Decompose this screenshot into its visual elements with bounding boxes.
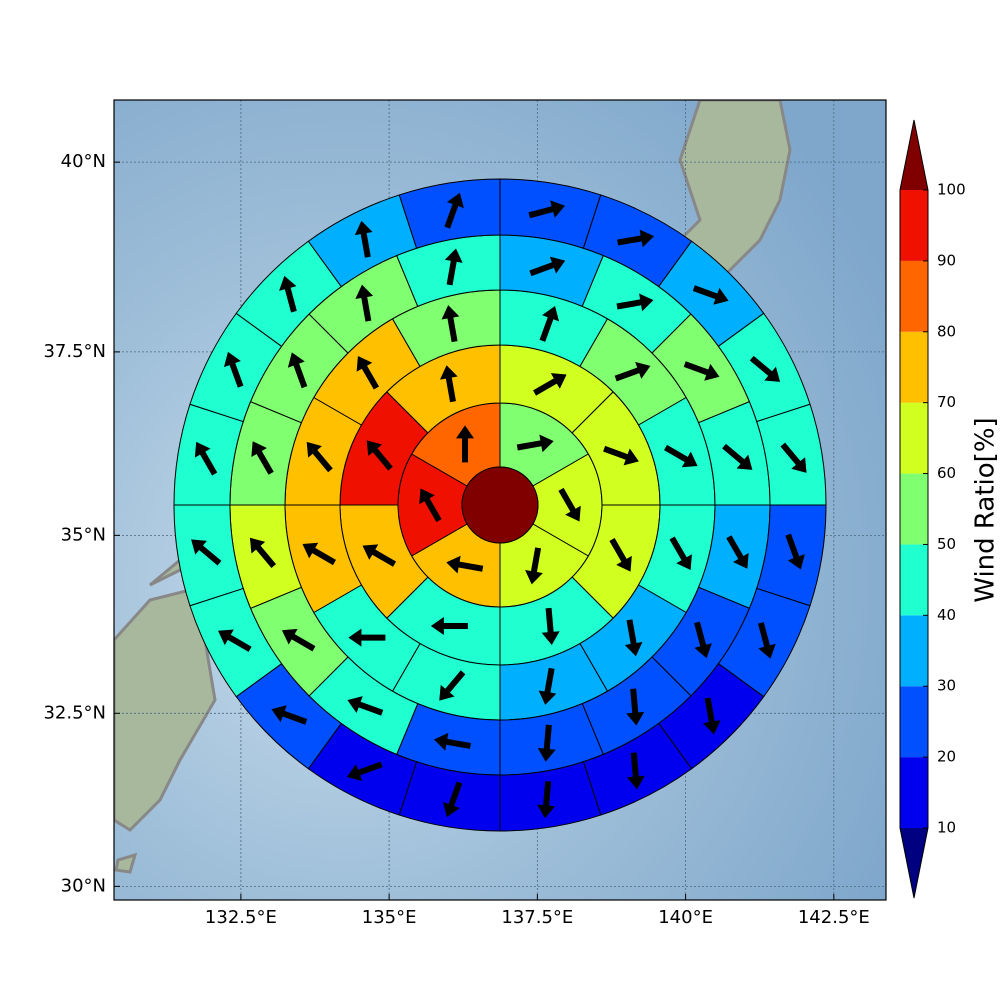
colorbar-over xyxy=(900,120,928,190)
sectors xyxy=(174,179,826,831)
colorbar-segment xyxy=(900,686,928,757)
colorbar-label: Wind Ratio[%] xyxy=(971,417,1000,602)
colorbar-tick-label: 50 xyxy=(937,535,956,553)
colorbar-tick-label: 90 xyxy=(937,251,956,269)
colorbar-tick-label: 70 xyxy=(937,393,956,411)
colorbar-segment xyxy=(900,615,928,686)
y-tick-label: 37.5°N xyxy=(43,341,106,362)
colorbar-segment xyxy=(900,757,928,828)
y-tick-label: 30°N xyxy=(61,875,106,896)
y-tick-label: 35°N xyxy=(61,524,106,545)
colorbar-tick-label: 60 xyxy=(937,464,956,482)
x-tick-label: 135°E xyxy=(362,907,417,928)
x-tick-label: 132.5°E xyxy=(205,907,277,928)
center-disc xyxy=(462,467,538,543)
colorbar-segment xyxy=(900,474,928,545)
x-tick-label: 137.5°E xyxy=(501,907,573,928)
colorbar-tick-label: 40 xyxy=(937,606,956,624)
colorbar-under xyxy=(900,828,928,898)
colorbar-tick-label: 20 xyxy=(937,748,956,766)
colorbar-tick-label: 30 xyxy=(937,677,956,695)
x-tick-label: 140°E xyxy=(658,907,713,928)
colorbar-segment xyxy=(900,332,928,403)
x-tick-label: 142.5°E xyxy=(798,907,870,928)
colorbar-segment xyxy=(900,544,928,615)
colorbar-segment xyxy=(900,261,928,332)
y-tick-label: 32.5°N xyxy=(43,702,106,723)
colorbar-tick-label: 10 xyxy=(937,819,956,837)
y-tick-label: 40°N xyxy=(61,151,106,172)
colorbar-tick-label: 80 xyxy=(937,322,956,340)
colorbar-tick-label: 100 xyxy=(937,181,966,199)
colorbar-segment xyxy=(900,190,928,261)
colorbar-segment xyxy=(900,403,928,474)
colorbar: 10 20 30 40 50 60 70 80 90 100 xyxy=(900,120,966,898)
